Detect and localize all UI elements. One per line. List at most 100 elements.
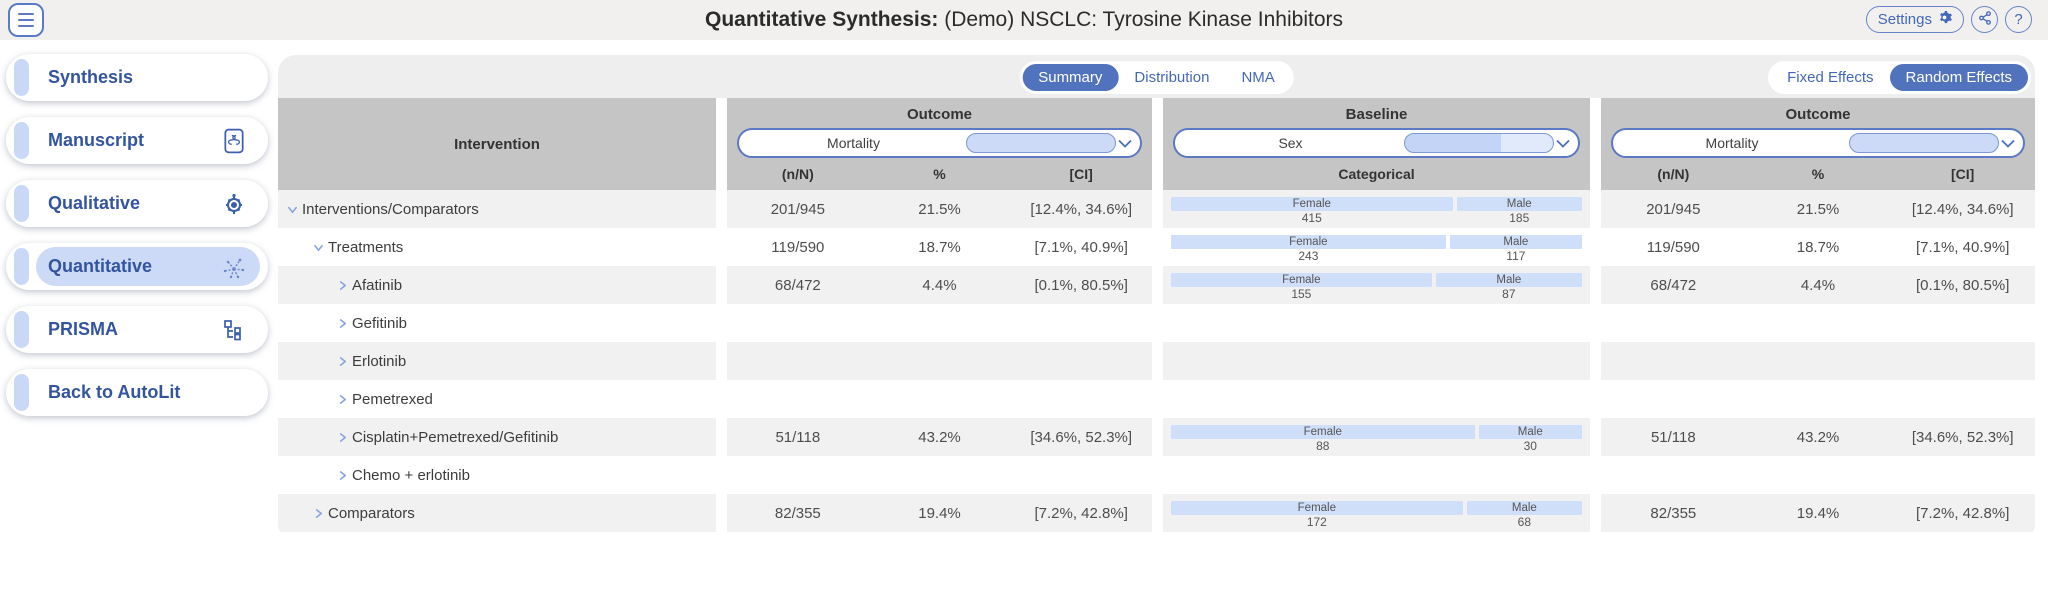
female-count: 243 [1298, 248, 1319, 263]
table-row: Cisplatin+Pemetrexed/Gefitinib [278, 418, 716, 456]
sex-counts: 88 30 [1171, 439, 1582, 453]
ci-cell: [34.6%, 52.3%] [1911, 428, 2014, 446]
tree-row-chemo-erlotinib[interactable]: Chemo + erlotinib [278, 456, 716, 494]
intervention-header: Intervention [278, 98, 716, 190]
tree-row-treatments[interactable]: Treatments [278, 228, 716, 266]
ci-cell: [12.4%, 34.6%] [1911, 200, 2014, 218]
tab-nma[interactable]: NMA [1225, 64, 1290, 91]
percent-cell: 21.5% [1796, 200, 1840, 218]
percent-cell: 18.7% [918, 238, 961, 256]
sidebar-item-qualitative[interactable]: Qualitative [6, 180, 268, 227]
table-row [1163, 304, 1590, 342]
synthesis-table: Intervention Interventions/Comparators Tr… [278, 98, 2035, 537]
tab-distribution[interactable]: Distribution [1118, 64, 1225, 91]
outcome-dropdown-right[interactable]: Mortality [1611, 128, 2025, 158]
sidebar-item-manuscript[interactable]: Manuscript [6, 117, 268, 164]
chevron-right-icon[interactable] [336, 469, 349, 482]
page-title-secondary: (Demo) NSCLC: Tyrosine Kinase Inhibitors [938, 8, 1343, 31]
table-row: Female Male 88 30 [1163, 418, 1590, 456]
table-row: 68/472 4.4% [0.1%, 80.5%] [727, 266, 1152, 304]
subheader-nN: (n/N) [781, 166, 814, 182]
subheader-categorical: Categorical [1338, 166, 1415, 182]
n-over-N-cell: 82/355 [774, 504, 821, 522]
settings-button[interactable]: Settings [1865, 6, 1964, 33]
chevron-right-icon[interactable] [336, 355, 349, 368]
tree-row-pemetrexed[interactable]: Pemetrexed [278, 380, 716, 418]
table-row [1163, 456, 1590, 494]
sidebar-accent-bar [14, 185, 29, 222]
sex-bars: Female Male [1171, 196, 1582, 211]
outcome-column-right: Outcome Mortality (n/N) % [CI] 201/945 21… [1601, 98, 2035, 537]
tree-row-comparators[interactable]: Comparators [278, 494, 716, 532]
baseline-dropdown[interactable]: Sex [1173, 128, 1580, 158]
table-row: 82/355 19.4% [7.2%, 42.8%] [727, 494, 1152, 532]
outcome-column-left: Outcome Mortality (n/N) % [CI] 201/945 21… [727, 98, 1152, 537]
tree-row-afatinib[interactable]: Afatinib [278, 266, 716, 304]
help-button[interactable]: ? [2005, 6, 2032, 33]
tree-row-erlotinib[interactable]: Erlotinib [278, 342, 716, 380]
male-count: 87 [1502, 286, 1516, 301]
chevron-right-icon[interactable] [336, 431, 349, 444]
table-row [1601, 342, 2035, 380]
baseline-dropdown-pill [1404, 133, 1554, 153]
n-over-N-cell: 201/945 [770, 200, 825, 218]
sidebar-item-prisma[interactable]: PRISMA [6, 306, 268, 353]
sidebar-item-label: PRISMA [48, 319, 119, 339]
sidebar-accent-bar [14, 59, 29, 96]
subheader-pct: % [933, 166, 946, 182]
table-row: Comparators [278, 494, 716, 532]
outcome-dropdown-value: Mortality [827, 135, 880, 151]
table-row: 51/118 43.2% [34.6%, 52.3%] [727, 418, 1152, 456]
female-bar: Female [1171, 272, 1432, 287]
male-bar: Male [1449, 234, 1582, 249]
male-count: 68 [1517, 514, 1532, 529]
chevron-down-icon[interactable] [286, 203, 299, 216]
sex-distribution-cell: Female Male 172 68 [1163, 498, 1590, 529]
tree-row-cisplatin-pemetrexed-gefitinib[interactable]: Cisplatin+Pemetrexed/Gefitinib [278, 418, 716, 456]
sidebar-item-quantitative[interactable]: Quantitative [6, 243, 268, 290]
ci-cell: [0.1%, 80.5%] [1034, 276, 1128, 294]
subheader-ci: [CI] [1951, 166, 1975, 182]
fixed-effects-button[interactable]: Fixed Effects [1771, 64, 1889, 91]
outcome-dropdown-left[interactable]: Mortality [737, 128, 1142, 158]
table-row [727, 304, 1152, 342]
ci-cell: [7.1%, 40.9%] [1915, 238, 2010, 256]
female-count: 155 [1291, 286, 1312, 301]
hamburger-menu-button[interactable] [8, 3, 44, 37]
chevron-right-icon[interactable] [336, 317, 349, 330]
chevron-right-icon[interactable] [336, 393, 349, 406]
sidebar-item-back-to-autolit[interactable]: Back to AutoLit [6, 369, 268, 416]
sidebar: Synthesis Manuscript Qualitative Quantit… [6, 54, 268, 432]
table-row [727, 380, 1152, 418]
document-icon [220, 127, 248, 155]
chevron-right-icon[interactable] [312, 507, 325, 520]
main-panel: Summary Distribution NMA Fixed Effects R… [278, 55, 2035, 537]
table-row: Female Male 155 87 [1163, 266, 1590, 304]
table-row: Afatinib [278, 266, 716, 304]
chevron-down-icon[interactable] [312, 241, 325, 254]
table-row [1601, 380, 2035, 418]
ci-cell: [0.1%, 80.5%] [1915, 276, 2010, 294]
table-row: Female Male 243 117 [1163, 228, 1590, 266]
tab-summary[interactable]: Summary [1022, 64, 1119, 91]
outcome-dropdown-pill [966, 133, 1116, 153]
table-row [727, 342, 1152, 380]
tree-row-gefitinib[interactable]: Gefitinib [278, 304, 716, 342]
sex-counts: 155 87 [1171, 287, 1582, 301]
outcome-dropdown-pill [1849, 133, 1999, 153]
share-button[interactable] [1971, 6, 1998, 33]
sidebar-item-synthesis[interactable]: Synthesis [6, 54, 268, 101]
sex-bars: Female Male [1171, 234, 1582, 249]
baseline-group-title: Baseline [1345, 106, 1408, 123]
table-row [1601, 456, 2035, 494]
tree-row-interventions-comparators[interactable]: Interventions/Comparators [278, 190, 716, 228]
tree-row-label: Interventions/Comparators [302, 200, 479, 218]
baseline-column-body: Female Male 415 185 Female Male 243 117 Female Ma… [1163, 190, 1590, 532]
female-count: 415 [1301, 210, 1322, 225]
chevron-right-icon[interactable] [336, 279, 349, 292]
tree-row-label: Gefitinib [352, 314, 408, 332]
random-effects-button[interactable]: Random Effects [1889, 64, 2028, 91]
page-title: Quantitative Synthesis: (Demo) NSCLC: Ty… [0, 0, 2048, 40]
outcome-group-title: Outcome [1785, 106, 1851, 123]
table-row: Female Male 172 68 [1163, 494, 1590, 532]
